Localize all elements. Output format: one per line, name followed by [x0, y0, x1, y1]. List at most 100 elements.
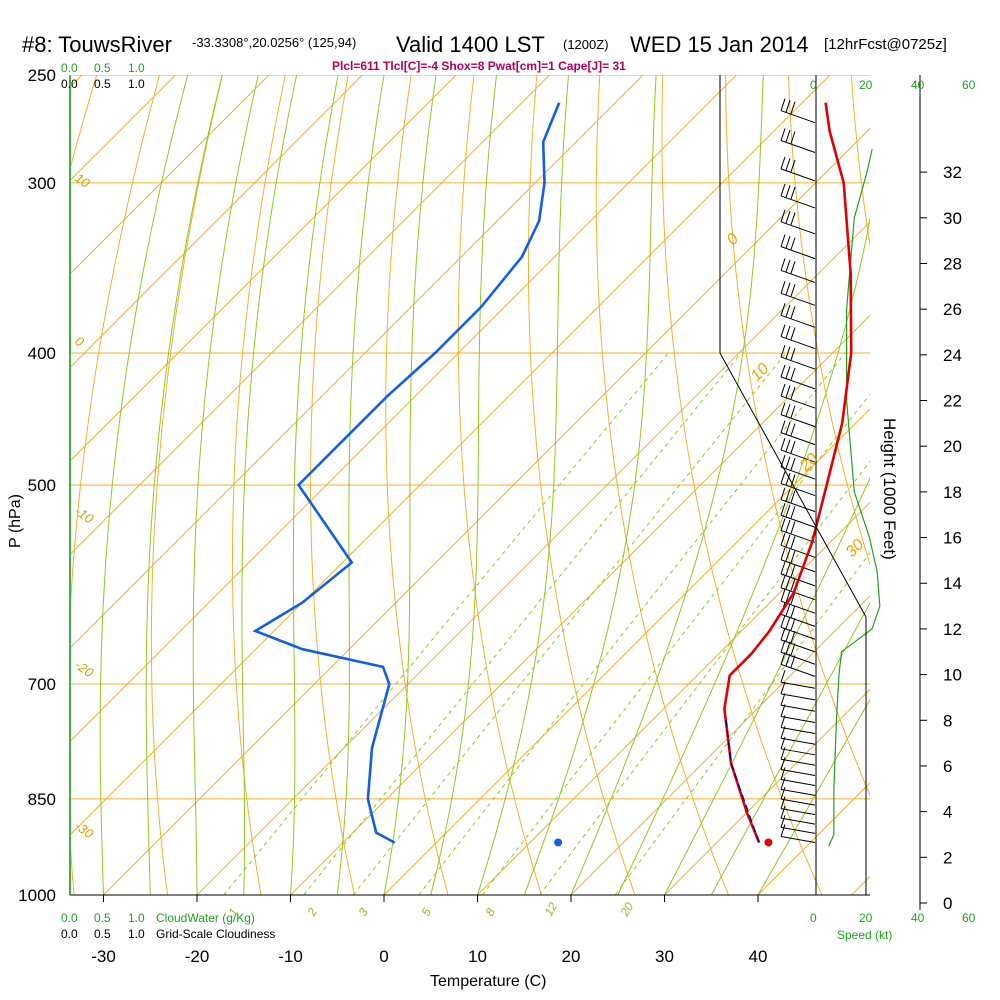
- wind-barb: [780, 437, 816, 463]
- wind-barb-flag: [790, 474, 796, 487]
- moist-adiabat: [383, 75, 437, 895]
- wind-barb-flag: [780, 420, 786, 433]
- isotherm-line: [70, 75, 644, 649]
- wind-barb: [780, 715, 816, 734]
- height-tick-12: 12: [943, 620, 962, 639]
- wind-barb: [780, 128, 816, 153]
- wind-barb-shaft: [780, 269, 816, 283]
- surface-dewpoint-marker: [554, 838, 563, 847]
- wind-barb-flag: [785, 421, 791, 435]
- isotherm-line: [70, 75, 550, 556]
- wind-barb-flag: [790, 630, 796, 644]
- wind-barb: [780, 258, 816, 283]
- wind-barb-flag: [785, 304, 791, 317]
- wind-barb-flag: [785, 439, 791, 452]
- wind-barb-shaft: [780, 559, 816, 573]
- pressure-tick-300: 300: [28, 174, 56, 193]
- speed-tick-2-bottom: 40: [911, 911, 925, 925]
- wind-barb-shaft: [780, 246, 816, 260]
- wind-barb-shaft: [780, 663, 816, 677]
- wind-barb-flag: [785, 129, 791, 143]
- height-tick-8: 8: [943, 711, 952, 730]
- wind-barb-shaft: [780, 221, 816, 235]
- mixing-ratio-label: 12: [541, 900, 560, 919]
- wind-barb: [780, 615, 816, 640]
- speed-tick-1-top: 20: [859, 78, 873, 92]
- wind-barb-flag: [785, 325, 791, 339]
- wind-barb-flag: [785, 534, 791, 547]
- wind-barb: [780, 503, 816, 528]
- height-tick-4: 4: [943, 803, 952, 822]
- wind-barb: [780, 824, 816, 843]
- wind-barb: [780, 805, 816, 825]
- wind-barb-flag: [790, 347, 796, 361]
- wind-barb-flag: [780, 98, 786, 111]
- height-tick-0: 0: [943, 894, 952, 913]
- wind-barb-flag: [780, 183, 786, 197]
- wind-barb-shaft: [780, 835, 816, 843]
- dry-adiabat: [310, 75, 356, 895]
- wind-barb: [780, 777, 816, 796]
- wind-barb-flag: [780, 615, 786, 628]
- valid-date: WED 15 Jan 2014: [630, 32, 809, 57]
- wind-barb-flag: [785, 519, 791, 533]
- temperature-tick-20: 20: [562, 947, 581, 966]
- moist-adiabat: [241, 75, 298, 895]
- height-tick-30: 30: [943, 209, 962, 228]
- wind-barb: [780, 364, 816, 390]
- moist-adiabat: [290, 75, 339, 895]
- pressure-tick-850: 850: [28, 790, 56, 809]
- forecast-label: [12hrFcst@0725z]: [824, 36, 947, 53]
- wind-barb-flag: [785, 346, 791, 359]
- dry-adiabat: [232, 75, 286, 895]
- wind-barb: [780, 471, 816, 497]
- temperature-tick-40: 40: [749, 947, 768, 966]
- temperature-tick--30: -30: [91, 947, 116, 966]
- mixing-ratio-label: 8: [482, 905, 498, 918]
- wind-barb-flag: [785, 211, 791, 224]
- wind-barb: [780, 420, 816, 446]
- wind-barb-flag: [790, 618, 796, 631]
- moist-adiabat: [99, 75, 189, 895]
- wind-barb-flag: [790, 457, 796, 471]
- station-title: #8: TouwsRiver: [22, 32, 172, 57]
- wind-barb: [780, 627, 816, 653]
- wind-barb-shaft: [780, 768, 816, 776]
- height-tick-32: 32: [943, 163, 962, 182]
- wind-barb-flag: [785, 185, 791, 198]
- mixing-ratio-label: 20: [617, 900, 636, 920]
- wind-barb: [780, 518, 816, 543]
- wind-barb-shaft: [780, 651, 816, 665]
- wind-barb-shaft: [780, 758, 816, 766]
- isotherm-line: [70, 75, 457, 462]
- wind-barb: [780, 324, 816, 350]
- wind-barb-shaft: [780, 466, 816, 480]
- adiabat-label: 10: [72, 170, 93, 191]
- cloudiness-tick-0-bottom: 0.0: [61, 927, 78, 941]
- wind-barb-shaft: [780, 483, 816, 497]
- wind-barb-flag: [780, 815, 786, 828]
- height-tick-14: 14: [943, 574, 962, 593]
- wind-barb: [780, 402, 816, 428]
- station-coords: -33.3308°,20.0256° (125,94): [192, 35, 356, 50]
- wind-barb: [780, 815, 816, 834]
- moist-adiabat: [145, 75, 223, 895]
- y-axis-title: P (hPa): [7, 494, 24, 548]
- isotherm-line: [383, 408, 870, 895]
- wind-barb-shaft: [780, 195, 816, 209]
- wind-barb-flag: [790, 405, 796, 418]
- dry-adiabat: [457, 75, 543, 895]
- wind-barb-flag: [785, 403, 791, 417]
- isotherm-label: 0: [724, 230, 742, 248]
- isotherm-line: [103, 127, 870, 895]
- temperature-line: [723, 102, 853, 843]
- cloudiness-label: Grid-Scale Cloudiness: [156, 927, 275, 941]
- wind-barb-flag: [790, 521, 796, 534]
- wind-barb-flag: [780, 383, 786, 397]
- wind-barb-shaft: [780, 292, 816, 306]
- adiabat-label: -30: [72, 818, 97, 842]
- wind-barb-shaft: [780, 499, 816, 513]
- wind-barb: [780, 681, 816, 701]
- chart-grid: [70, 75, 870, 895]
- cloudiness-tick-2-bottom: 1.0: [128, 927, 145, 941]
